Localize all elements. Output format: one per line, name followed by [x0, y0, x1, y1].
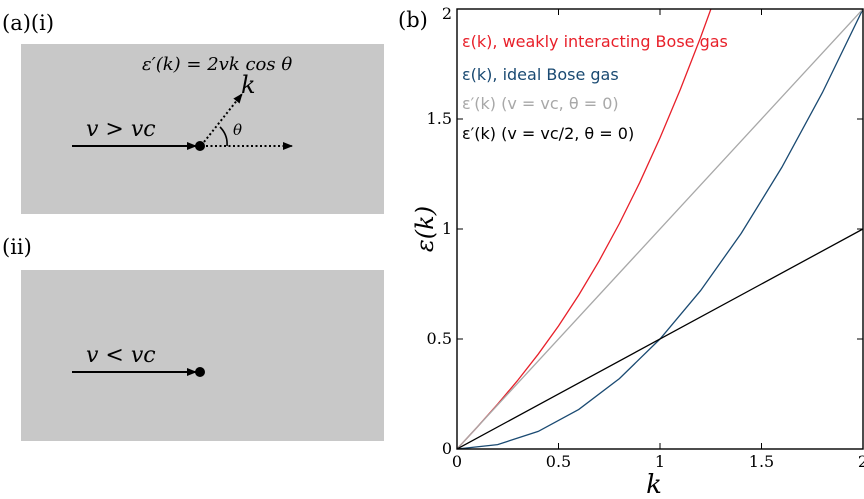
panel-a-i-box — [21, 44, 384, 214]
legend-entry-3: ε′(k) (v = vc, θ = 0) — [462, 94, 619, 113]
series-line-1 — [457, 9, 712, 449]
condition-i-label: v > vc — [86, 117, 156, 142]
panel-a-ii: (ii) v < vc — [2, 235, 384, 441]
panel-b: (b) 0 0.5 1 1.5 2 0 0.5 1 1.5 2 k ε(k) ε(k), weak… — [398, 4, 864, 499]
legend-entry-1: ε(k), weakly interacting Bose gas — [462, 32, 728, 51]
theta-label: θ — [233, 121, 242, 139]
x-tick-label: 0 — [452, 452, 462, 471]
panel-a-ii-box — [21, 270, 384, 441]
legend-entry-4: ε′(k) (v = vc/2, θ = 0) — [462, 124, 634, 143]
k-label: k — [241, 71, 256, 99]
series-line-3 — [457, 9, 863, 449]
chart-series-group — [457, 9, 863, 449]
angle-arc — [219, 126, 228, 147]
legend-entry-2: ε(k), ideal Bose gas — [462, 65, 619, 84]
panel-a-label: (a)(i) — [2, 11, 54, 35]
y-tick-label: 1.5 — [427, 109, 452, 128]
x-axis-label: k — [646, 470, 662, 499]
x-tick-label: 1 — [655, 452, 665, 471]
y-tick-label: 0 — [442, 439, 452, 458]
y-tick-label: 2 — [442, 4, 452, 23]
y-tick-label: 0.5 — [427, 329, 452, 348]
series-line-4 — [457, 228, 863, 449]
panel-a: (a)(i) ε′(k) = 2vk cos θ v > vc k θ — [2, 11, 384, 214]
dispersion-equation: ε′(k) = 2vk cos θ — [142, 54, 292, 75]
k-vector-arrow — [203, 93, 243, 143]
particle-dot — [195, 141, 205, 151]
condition-ii-label: v < vc — [86, 343, 156, 368]
particle-dot-ii — [195, 367, 205, 377]
y-axis-label: ε(k) — [411, 206, 439, 252]
y-tick-label: 1 — [442, 219, 452, 238]
x-tick-label: 1.5 — [749, 452, 774, 471]
chart-legend: ε(k), weakly interacting Bose gas ε(k), i… — [462, 32, 728, 143]
panel-a-ii-label: (ii) — [2, 235, 32, 259]
x-tick-label: 0.5 — [546, 452, 571, 471]
panel-b-label: (b) — [398, 8, 428, 32]
chart-ticks-group: 0 0.5 1 1.5 2 0 0.5 1 1.5 2 — [427, 4, 864, 471]
x-tick-label: 2 — [858, 452, 864, 471]
